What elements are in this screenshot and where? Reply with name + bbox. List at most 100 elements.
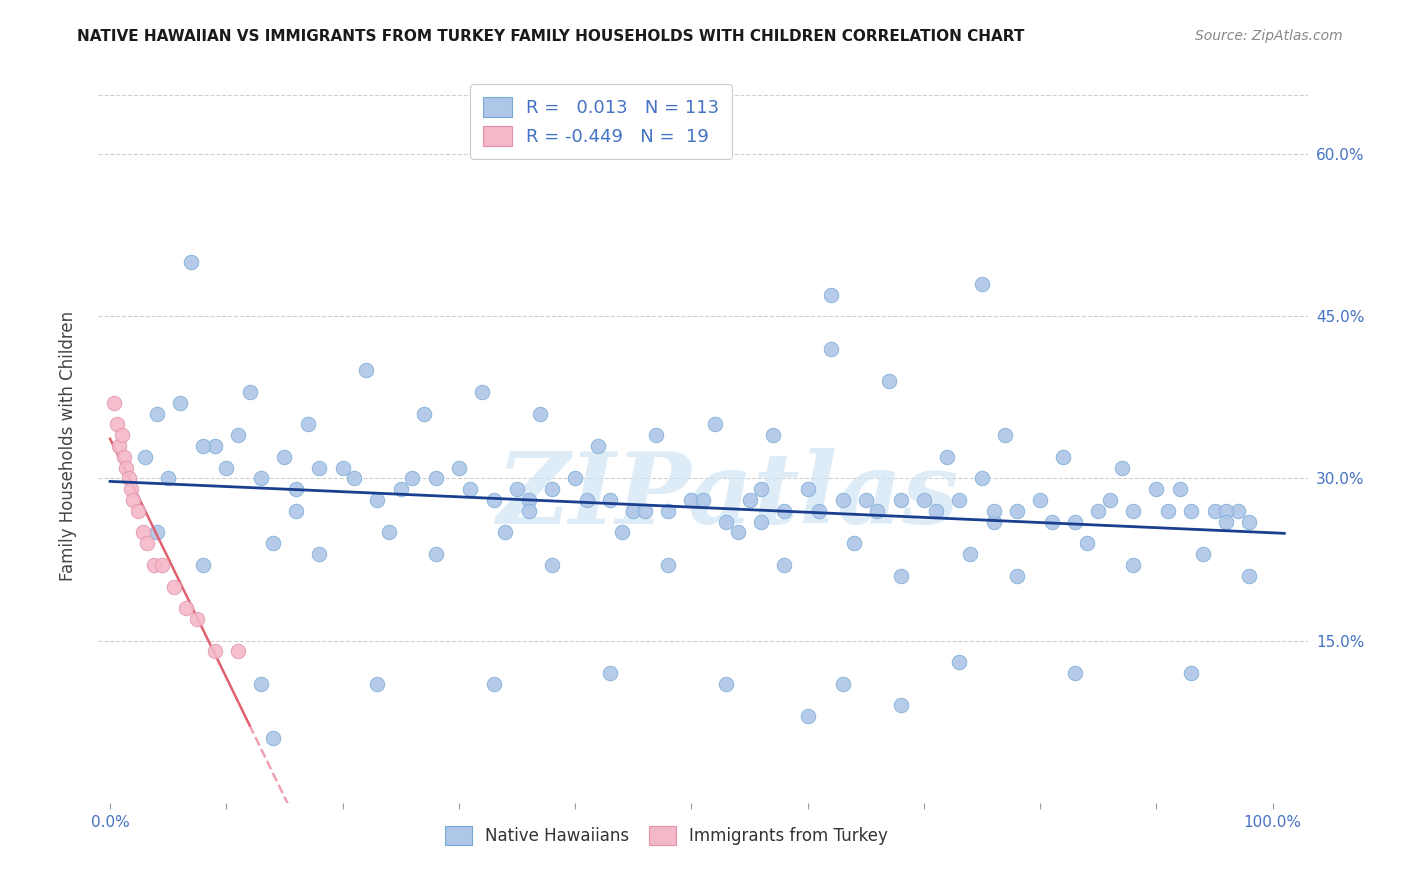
Point xyxy=(912,493,935,508)
Point xyxy=(285,504,308,518)
Point xyxy=(285,482,308,496)
Point xyxy=(1180,504,1202,518)
Point xyxy=(103,396,125,410)
Point xyxy=(1226,504,1249,518)
Point xyxy=(645,428,668,442)
Point xyxy=(145,525,167,540)
Point xyxy=(727,525,749,540)
Point xyxy=(924,504,946,518)
Point xyxy=(447,460,470,475)
Point xyxy=(1076,536,1098,550)
Point xyxy=(366,677,388,691)
Point xyxy=(529,407,551,421)
Point xyxy=(482,493,505,508)
Point xyxy=(1239,515,1261,529)
Point xyxy=(796,709,818,723)
Point xyxy=(1052,450,1074,464)
Point xyxy=(118,471,141,485)
Point xyxy=(111,428,134,442)
Point xyxy=(180,255,202,269)
Point xyxy=(1111,460,1133,475)
Point xyxy=(378,525,401,540)
Point xyxy=(820,287,842,301)
Point xyxy=(204,644,226,658)
Point xyxy=(588,439,610,453)
Point xyxy=(308,547,330,561)
Point xyxy=(936,450,959,464)
Point xyxy=(890,698,912,713)
Point xyxy=(844,536,866,550)
Point xyxy=(191,558,214,572)
Point xyxy=(703,417,725,432)
Point xyxy=(145,407,167,421)
Point xyxy=(610,525,633,540)
Point xyxy=(506,482,529,496)
Point xyxy=(1098,493,1121,508)
Point xyxy=(983,504,1005,518)
Point xyxy=(122,493,145,508)
Point xyxy=(297,417,319,432)
Point xyxy=(890,493,912,508)
Point xyxy=(970,277,993,291)
Point xyxy=(105,417,128,432)
Point xyxy=(716,677,738,691)
Point xyxy=(134,450,156,464)
Point xyxy=(1040,515,1063,529)
Point xyxy=(948,655,970,669)
Point xyxy=(831,493,853,508)
Text: ZIPatlas: ZIPatlas xyxy=(496,448,959,544)
Point xyxy=(657,504,679,518)
Point xyxy=(1215,504,1237,518)
Point xyxy=(634,504,657,518)
Point xyxy=(564,471,586,485)
Point xyxy=(1029,493,1052,508)
Point xyxy=(1064,666,1087,681)
Point xyxy=(163,580,186,594)
Point xyxy=(762,428,785,442)
Point xyxy=(796,482,818,496)
Point xyxy=(540,558,562,572)
Point xyxy=(716,515,738,529)
Point xyxy=(120,482,142,496)
Point xyxy=(115,460,138,475)
Point xyxy=(186,612,208,626)
Point xyxy=(1144,482,1167,496)
Point xyxy=(948,493,970,508)
Point xyxy=(413,407,436,421)
Point xyxy=(877,374,900,388)
Point xyxy=(108,439,131,453)
Point xyxy=(471,384,494,399)
Point xyxy=(401,471,423,485)
Point xyxy=(831,677,853,691)
Point xyxy=(575,493,598,508)
Point xyxy=(599,493,621,508)
Y-axis label: Family Households with Children: Family Households with Children xyxy=(59,311,77,581)
Point xyxy=(749,515,772,529)
Point xyxy=(250,471,273,485)
Point xyxy=(1168,482,1191,496)
Point xyxy=(425,471,447,485)
Point xyxy=(1005,568,1028,582)
Point xyxy=(1005,504,1028,518)
Point xyxy=(517,493,540,508)
Point xyxy=(517,504,540,518)
Point xyxy=(1122,504,1144,518)
Point xyxy=(820,342,842,356)
Point xyxy=(983,515,1005,529)
Point xyxy=(1215,515,1237,529)
Point xyxy=(692,493,714,508)
Point xyxy=(273,450,295,464)
Point xyxy=(657,558,679,572)
Point xyxy=(855,493,877,508)
Point xyxy=(494,525,516,540)
Text: Source: ZipAtlas.com: Source: ZipAtlas.com xyxy=(1195,29,1343,43)
Point xyxy=(136,536,159,550)
Point xyxy=(890,568,912,582)
Point xyxy=(262,536,284,550)
Point xyxy=(215,460,238,475)
Point xyxy=(808,504,831,518)
Point xyxy=(131,525,153,540)
Point xyxy=(191,439,214,453)
Point xyxy=(773,504,796,518)
Point xyxy=(308,460,330,475)
